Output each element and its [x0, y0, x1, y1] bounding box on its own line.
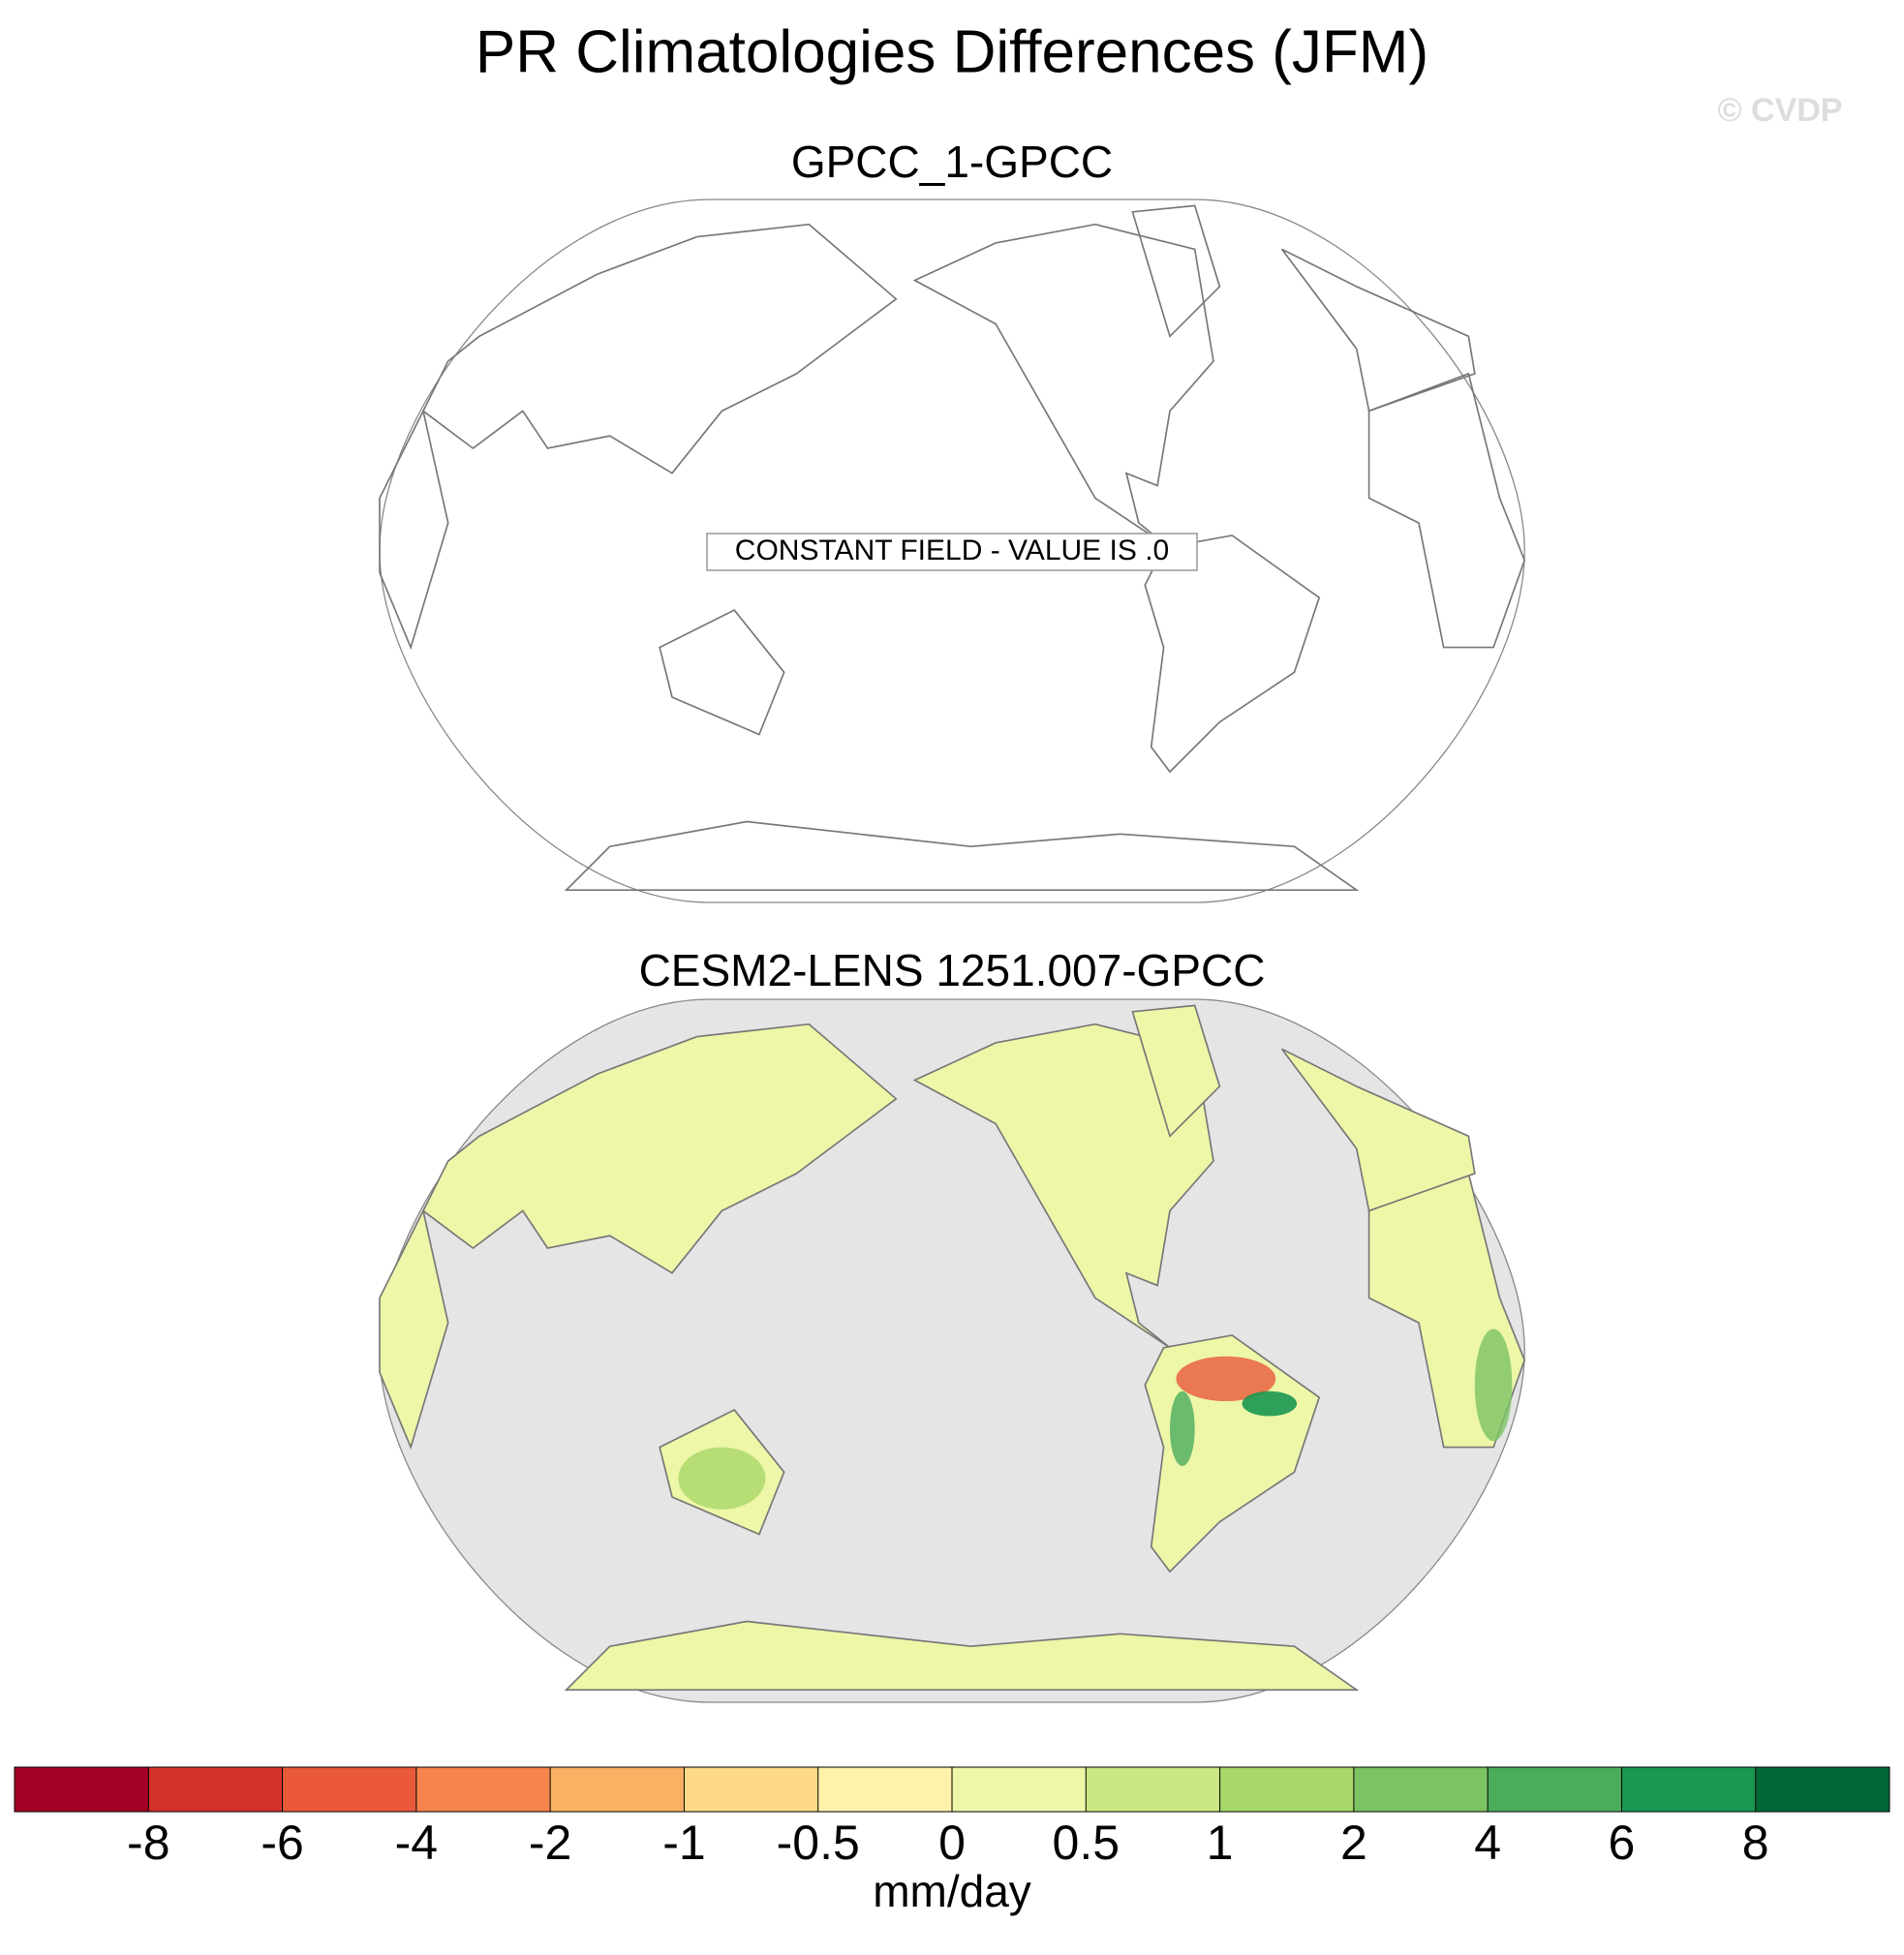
colorbar-tick-label: 4 — [1474, 1816, 1501, 1870]
shading — [1474, 1329, 1513, 1442]
colorbar-tick-label: 0.5 — [1053, 1816, 1121, 1870]
colorbar-box — [15, 1767, 149, 1812]
colorbar-tick-label: 8 — [1742, 1816, 1769, 1870]
colorbar-tick-label: -1 — [662, 1816, 705, 1870]
colorbar-label: mm/day — [873, 1866, 1031, 1916]
shading — [1176, 1356, 1276, 1402]
colorbar-tick-label: -8 — [127, 1816, 169, 1870]
colorbar-box — [817, 1767, 952, 1812]
colorbar-box — [1086, 1767, 1220, 1812]
colorbar-box — [1353, 1767, 1489, 1812]
colorbar-box — [1219, 1767, 1354, 1812]
colorbar: -8 -6 -4 -2 -1 -0.5 0 0.5 1 2 4 6 8 mm/day — [14, 1766, 1890, 1916]
annotation: CONSTANT FIELD - VALUE IS .0 — [735, 535, 1169, 566]
colorbar-box — [1755, 1767, 1889, 1812]
watermark: © CVDP — [1718, 92, 1843, 129]
colorbar-tick-label: -4 — [395, 1816, 438, 1870]
figure-title: PR Climatologies Differences (JFM) — [476, 18, 1428, 85]
shading — [1242, 1390, 1298, 1417]
colorbar-box — [148, 1767, 283, 1812]
shading — [678, 1447, 766, 1510]
colorbar-tick-label: -2 — [529, 1816, 571, 1870]
shading — [1169, 1390, 1195, 1466]
colorbar-tick-label: -6 — [261, 1816, 303, 1870]
panel-title: GPCC_1-GPCC — [791, 137, 1113, 187]
annotation-box — [706, 533, 1198, 571]
map-panel — [379, 998, 1526, 1703]
colorbar-box — [415, 1767, 551, 1812]
colorbar-box — [684, 1767, 818, 1812]
colorbar-tick-label: -0.5 — [777, 1816, 860, 1870]
colorbar-box — [1488, 1767, 1622, 1812]
colorbar-box — [282, 1767, 416, 1812]
colorbar-tick-label: 6 — [1609, 1816, 1636, 1870]
colorbar-box — [550, 1767, 685, 1812]
colorbar-tick-label: 1 — [1207, 1816, 1234, 1870]
panel-title: CESM2-LENS 1251.007-GPCC — [639, 945, 1266, 995]
colorbar-box — [952, 1767, 1087, 1812]
colorbar-box — [1621, 1767, 1756, 1812]
colorbar-tick-label: 0 — [938, 1816, 966, 1870]
colorbar-tick-label: 2 — [1340, 1816, 1367, 1870]
